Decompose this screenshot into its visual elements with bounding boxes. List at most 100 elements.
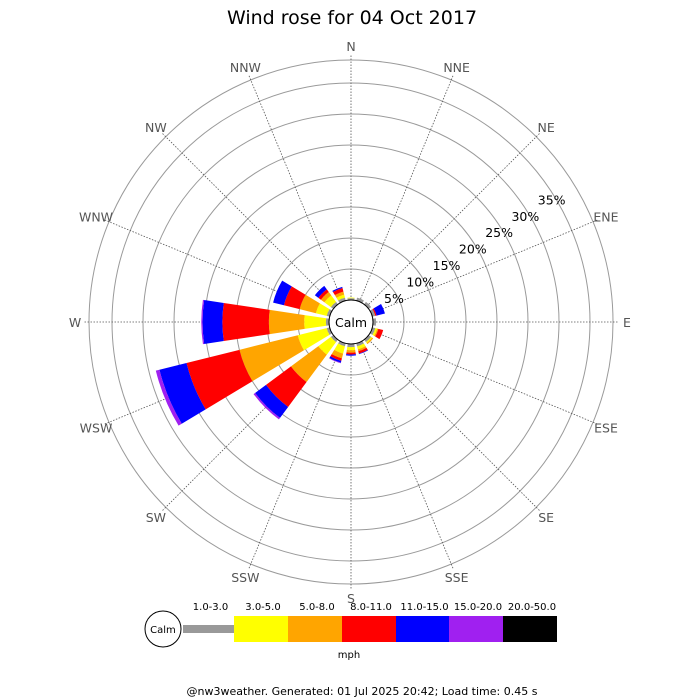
bar-nw-11.0-15.0	[314, 285, 327, 298]
bar-ssw-3.0-5.0	[334, 343, 345, 354]
bar-w-11.0-15.0	[202, 300, 224, 344]
spoke-sse	[359, 342, 454, 569]
bar-s-3.0-5.0	[346, 346, 356, 351]
bar-w-15.0-20.0	[201, 299, 205, 345]
spoke-ese	[371, 330, 598, 425]
bar-wsw-8.0-11.0	[186, 349, 253, 410]
spoke-nne	[359, 75, 454, 302]
direction-label-nnw: NNW	[230, 60, 261, 75]
direction-label-ene: ENE	[593, 209, 618, 224]
direction-labels: N NNE NE ENE E ESE SE SSE S SSW SW WSW W WNW NW NNW	[69, 39, 631, 606]
bar-ssw-11.0-15.0	[329, 356, 342, 363]
bar-w-1.0-3.0	[325, 318, 330, 326]
chart-title: Wind rose for 04 Oct 2017	[227, 7, 477, 29]
bar-nne-1.0-3.0	[356, 297, 364, 304]
bar-nnw-1.0-3.0	[338, 297, 346, 304]
bar-wnw-1.0-3.0	[326, 309, 333, 317]
direction-label-n: N	[346, 39, 355, 54]
bar-sw-8.0-11.0	[266, 366, 307, 407]
speed-legend: Calm mph 1.0-3.0 3.0-5.0 5.0-8.0 8.0-11.0 11…	[144, 602, 557, 661]
legend-label-1.0-3.0: 1.0-3.0	[193, 602, 228, 613]
bar-wnw-8.0-11.0	[283, 286, 306, 310]
legend-swatch-15.0-20.0	[449, 616, 503, 642]
legend-calm-circle	[144, 610, 182, 648]
wind-bars	[155, 280, 385, 426]
calm-circle	[328, 299, 374, 345]
direction-label-w: W	[69, 315, 81, 330]
bar-s-11.0-15.0	[346, 354, 356, 356]
legend-label-5.0-8.0: 5.0-8.0	[299, 602, 334, 613]
direction-label-ssw: SSW	[231, 570, 259, 585]
bar-ssw-5.0-8.0	[331, 349, 344, 359]
bar-sw-5.0-8.0	[290, 346, 327, 383]
spoke-ene	[371, 219, 598, 314]
legend-label-20.0-50.0: 20.0-50.0	[508, 602, 556, 613]
radial-label-5: 5%	[384, 291, 404, 306]
bar-ssw-15.0-20.0	[329, 357, 341, 364]
bar-ssw-1.0-3.0	[338, 340, 346, 347]
direction-label-nne: NNE	[443, 60, 470, 75]
radial-label-15: 15%	[433, 258, 461, 273]
spoke-sw	[161, 337, 336, 512]
bar-ne-1.0-3.0	[364, 301, 372, 309]
bar-se-5.0-8.0	[366, 337, 374, 345]
legend-unit-label: mph	[338, 650, 360, 661]
bar-wsw-15.0-20.0	[155, 369, 182, 426]
bar-se-1.0-3.0	[364, 335, 372, 343]
direction-label-wsw: WSW	[80, 421, 113, 436]
legend-calm-label: Calm	[150, 625, 176, 636]
footer-text: @nw3weather. Generated: 01 Jul 2025 20:4…	[187, 685, 538, 698]
radial-label-20: 20%	[459, 242, 487, 257]
bar-nw-3.0-5.0	[324, 295, 337, 308]
bar-n-3.0-5.0	[347, 297, 355, 299]
direction-label-s: S	[347, 591, 355, 606]
direction-label-ne: NE	[538, 120, 555, 135]
bar-nnw-11.0-15.0	[332, 286, 343, 292]
bar-sw-3.0-5.0	[318, 336, 337, 355]
radial-label-30: 30%	[511, 209, 539, 224]
bar-wsw-3.0-5.0	[297, 328, 330, 351]
bar-s-8.0-11.0	[346, 352, 356, 355]
direction-label-sse: SSE	[445, 570, 469, 585]
bar-ese-1.0-3.0	[369, 327, 376, 335]
calm-center: Calm	[328, 299, 374, 345]
bar-ese-8.0-11.0	[375, 328, 384, 340]
legend-swatch-8.0-11.0	[342, 616, 396, 642]
direction-label-e: E	[623, 315, 631, 330]
spoke-nw	[161, 132, 336, 307]
bar-wnw-11.0-15.0	[273, 280, 292, 306]
bar-sse-1.0-3.0	[356, 340, 364, 347]
bar-s-5.0-8.0	[346, 349, 356, 353]
legend-swatch-1.0-3.0	[183, 625, 234, 633]
legend-label-15.0-20.0: 15.0-20.0	[454, 602, 502, 613]
spoke-se	[366, 337, 541, 512]
bar-sw-1.0-3.0	[330, 335, 338, 343]
radial-label-25: 25%	[485, 225, 513, 240]
bar-sse-8.0-11.0	[358, 347, 368, 354]
calm-label: Calm	[335, 315, 367, 330]
bar-sse-5.0-8.0	[357, 346, 367, 352]
radial-label-10: 10%	[406, 274, 434, 289]
spoke-ssw	[248, 342, 343, 569]
direction-label-se: SE	[538, 510, 554, 525]
bar-w-8.0-11.0	[222, 302, 270, 342]
bar-wsw-1.0-3.0	[326, 327, 333, 335]
bar-ese-3.0-5.0	[372, 328, 378, 336]
bar-wsw-5.0-8.0	[239, 335, 304, 382]
bar-nnw-3.0-5.0	[336, 294, 345, 301]
bar-nw-5.0-8.0	[320, 291, 332, 303]
bar-ese-5.0-8.0	[374, 328, 379, 337]
bar-s-1.0-3.0	[347, 343, 355, 348]
spoke-wnw	[104, 219, 331, 314]
bar-sw-11.0-15.0	[255, 384, 289, 418]
legend-label-3.0-5.0: 3.0-5.0	[245, 602, 280, 613]
direction-label-nw: NW	[145, 120, 167, 135]
radial-label-35: 35%	[538, 192, 566, 207]
legend-label-11.0-15.0: 11.0-15.0	[400, 602, 448, 613]
direction-label-sw: SW	[146, 510, 166, 525]
direction-label-wnw: WNW	[79, 209, 113, 224]
bar-sse-3.0-5.0	[357, 343, 366, 350]
direction-spokes	[84, 55, 618, 589]
radial-percent-labels: 5%10%15%20% 25%30% 35%	[384, 192, 566, 306]
